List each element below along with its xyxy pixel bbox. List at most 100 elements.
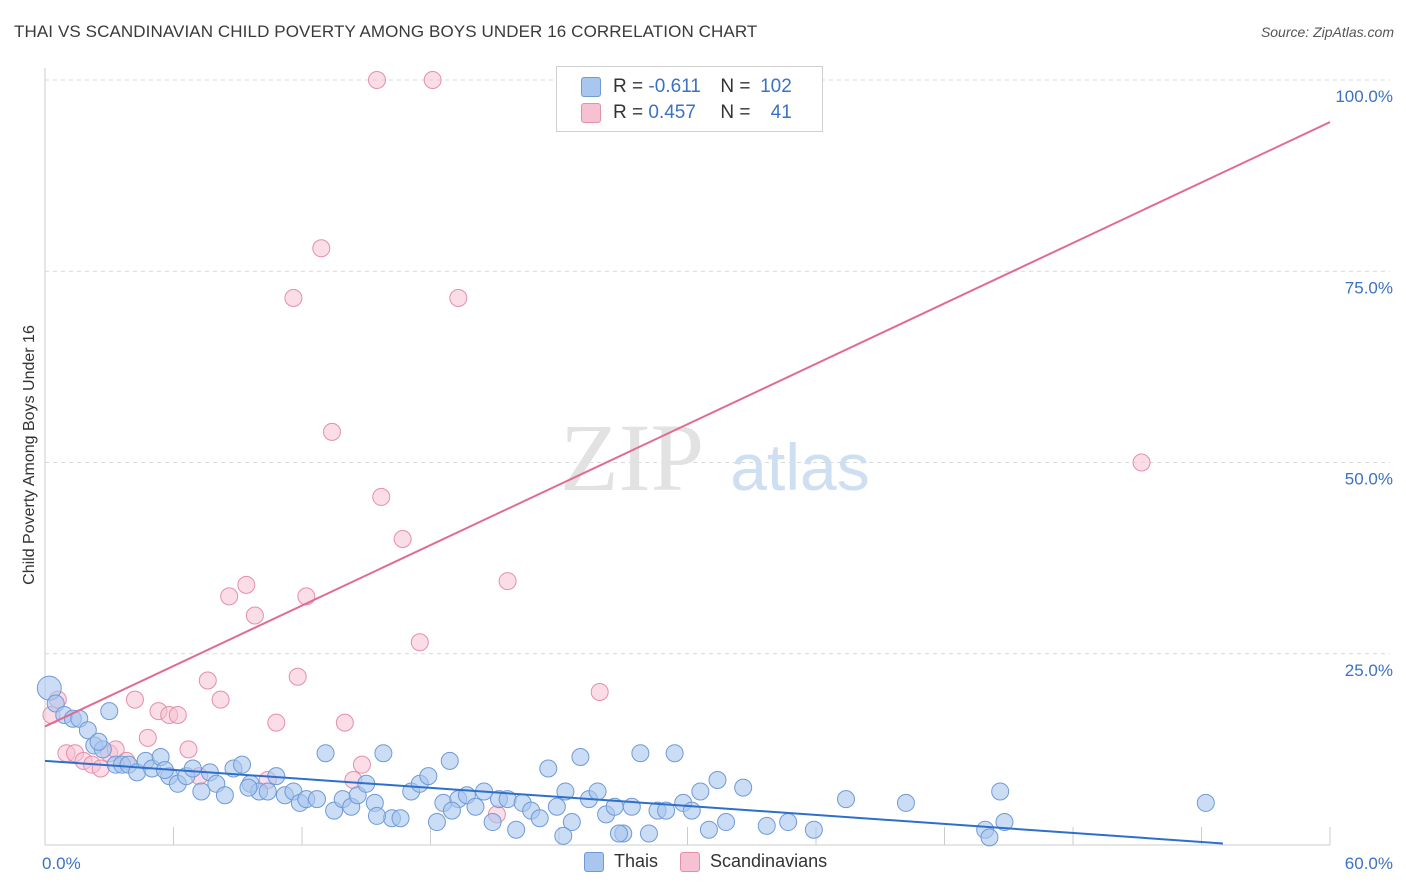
thais-point	[699, 820, 718, 839]
scandinavians-point	[367, 71, 386, 89]
thais-point	[836, 790, 855, 809]
thais-point	[507, 820, 526, 839]
y-tick-label: 75.0%	[1345, 278, 1393, 297]
thais-point	[367, 806, 386, 825]
thais-point	[442, 801, 461, 820]
legend-label-thais: Thais	[614, 851, 659, 871]
thais-point	[215, 786, 234, 805]
thais-point	[631, 744, 650, 763]
scandinavians-point	[410, 633, 429, 652]
thais-point	[665, 744, 684, 763]
thais-point	[192, 782, 211, 801]
thais-point	[391, 809, 410, 828]
chart-source: Source: ZipAtlas.com	[1260, 24, 1394, 40]
thais-point	[183, 759, 202, 778]
thais-point	[804, 820, 823, 839]
thais-point	[708, 770, 727, 789]
thais-point	[233, 755, 252, 774]
watermark-atlas: atlas	[730, 430, 869, 504]
thais-point	[100, 702, 119, 721]
scandinavians-point	[297, 587, 316, 606]
r-value: -0.611	[648, 76, 701, 97]
r-label: R =	[613, 76, 644, 97]
n-label: N =	[720, 76, 751, 97]
scandinavians-point	[198, 671, 217, 690]
thais-point	[307, 790, 326, 809]
x-tick-label: 60.0%	[1345, 854, 1393, 873]
thais-point	[258, 782, 277, 801]
x-tick-label: 0.0%	[42, 854, 81, 873]
scandinavians-point	[179, 740, 198, 759]
scandinavians-point	[352, 755, 371, 774]
trend-lines	[44, 121, 1331, 845]
y-tick-label: 50.0%	[1345, 470, 1393, 489]
thais-points	[36, 675, 1215, 847]
thais-point	[554, 826, 573, 845]
scandinavians-swatch	[680, 851, 701, 872]
legend-item-thais: Thais	[584, 851, 658, 872]
scandinavians-trend-line	[44, 121, 1331, 728]
r-value: 0.457	[648, 102, 696, 123]
thais-point	[539, 759, 558, 778]
thais-swatch	[581, 77, 601, 97]
thais-point	[483, 813, 502, 832]
thais-point	[779, 813, 798, 832]
scandinavians-point	[312, 239, 331, 258]
thais-point	[609, 824, 628, 843]
scandinavians-point	[372, 487, 391, 506]
chart-title: THAI VS SCANDINAVIAN CHILD POVERTY AMONG…	[14, 22, 758, 41]
scandinavians-point	[322, 422, 341, 441]
n-value: 41	[770, 102, 792, 123]
thais-point	[547, 797, 566, 816]
scandinavians-point	[138, 728, 157, 747]
thais-point	[734, 778, 753, 797]
thais-point	[316, 744, 335, 763]
scandinavians-point	[125, 690, 144, 709]
thais-point	[427, 813, 446, 832]
scandinavians-point	[335, 713, 354, 732]
thais-point	[466, 797, 485, 816]
thais-point	[562, 813, 581, 832]
scandinavians-point	[498, 572, 517, 591]
thais-point	[571, 748, 590, 767]
scandinavians-point	[245, 606, 264, 625]
scandinavians-point	[590, 683, 609, 701]
legend-item-scandinavians: Scandinavians	[680, 851, 827, 872]
scandinavians-point	[91, 759, 110, 778]
scandinavians-point	[267, 713, 286, 732]
thais-point	[1196, 793, 1215, 812]
thais-point	[89, 732, 108, 751]
scandinavians-point	[423, 71, 442, 89]
tick-labels: 25.0% 50.0% 75.0% 100.0% 0.0% 60.0%	[42, 87, 1393, 873]
thais-point	[239, 778, 258, 797]
scandinavians-point	[237, 575, 256, 594]
grid-lines	[45, 79, 1390, 655]
scandinavians-point	[288, 667, 307, 686]
scandinavians-point	[211, 690, 230, 709]
thais-point	[757, 816, 776, 835]
thais-point	[691, 782, 710, 801]
thais-point	[588, 782, 607, 801]
thais-point	[530, 809, 549, 828]
thais-point	[717, 813, 736, 832]
y-tick-label: 100.0%	[1335, 87, 1393, 106]
legend-label-scandinavians: Scandinavians	[710, 851, 828, 871]
scandinavians-point	[220, 587, 239, 606]
correlation-legend: R = -0.611 N = 102 R = 0.457 N = 41	[556, 66, 823, 132]
scandinavians-point	[393, 530, 412, 548]
scandinavians-point	[1132, 453, 1151, 472]
thais-point	[682, 801, 701, 820]
thais-swatch	[584, 851, 604, 872]
thais-point	[374, 744, 393, 763]
thais-point	[980, 828, 999, 847]
n-value: 102	[760, 76, 792, 97]
series-legend: Thais Scandinavians	[584, 851, 849, 872]
r-label: R =	[613, 102, 644, 123]
thais-point	[991, 782, 1010, 801]
scandinavians-point	[449, 289, 468, 308]
thais-point	[556, 782, 575, 801]
thais-point	[995, 813, 1014, 832]
n-label: N =	[720, 102, 751, 123]
thais-point	[440, 751, 459, 770]
